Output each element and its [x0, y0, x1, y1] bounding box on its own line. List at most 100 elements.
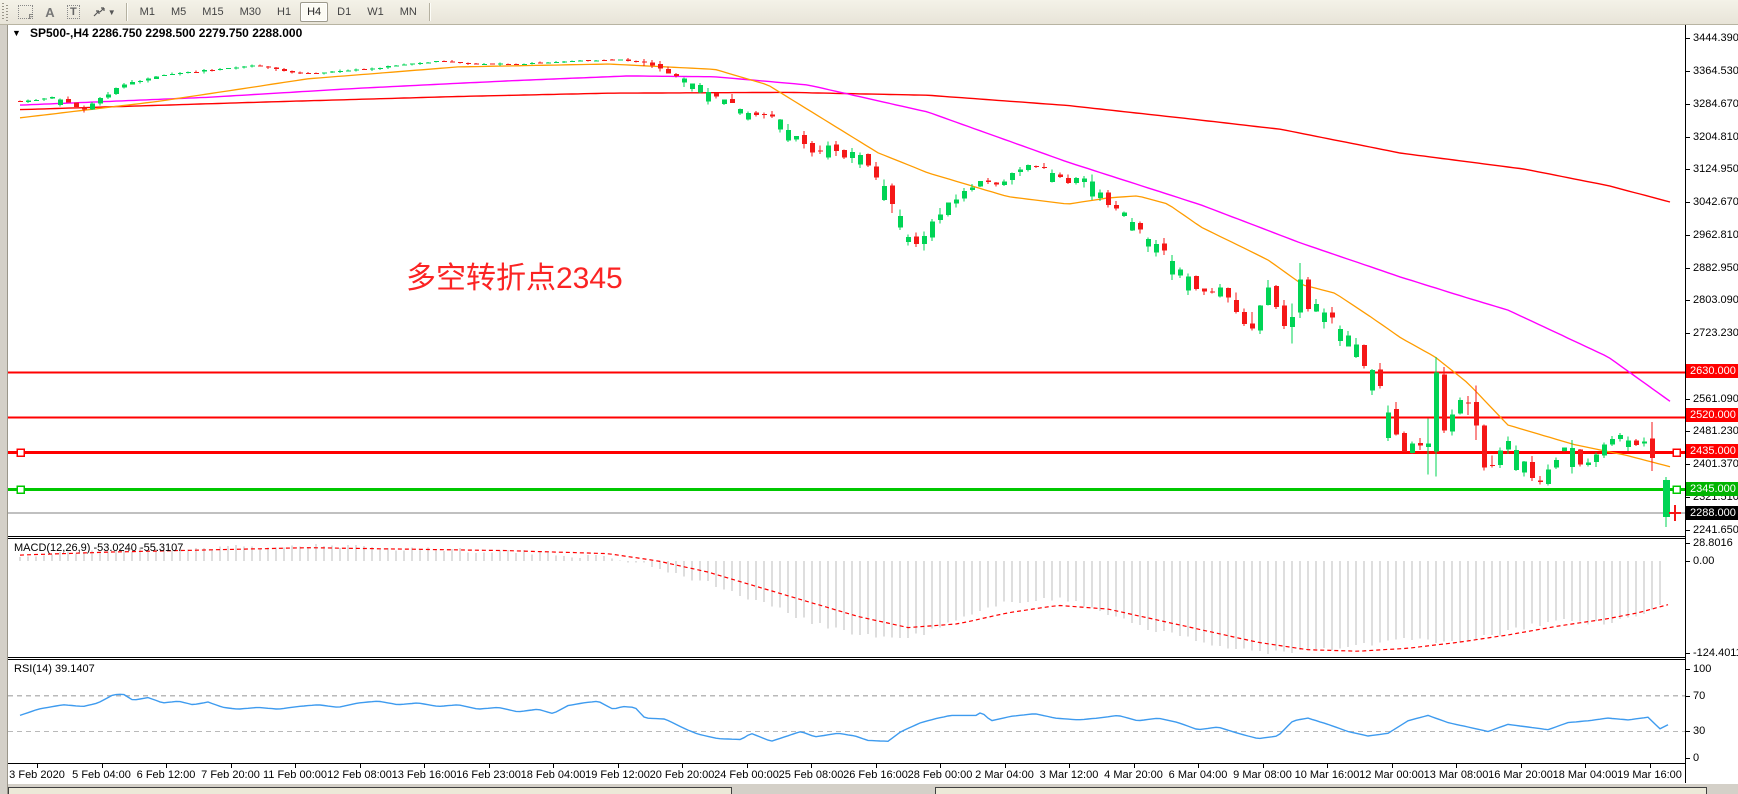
- time-axis-label: 2 Mar 04:00: [975, 769, 1034, 781]
- price-badge-2288000[interactable]: 2288.000: [1686, 506, 1738, 520]
- time-axis-tick: [488, 764, 490, 768]
- time-axis-tick: [230, 764, 232, 768]
- timeframe-button-m1[interactable]: M1: [139, 6, 155, 18]
- toolbar: F A T ▼ M1 M5 M15 M30 H1 H4 D1 W1 MN: [0, 0, 1738, 25]
- axis-tick: [1686, 235, 1690, 236]
- time-axis-label: 24 Feb 00:00: [714, 769, 779, 781]
- time-axis-tick: [1133, 764, 1135, 768]
- text-label-tool-button[interactable]: T: [62, 2, 85, 22]
- price-badge-2345000[interactable]: 2345.000: [1686, 482, 1738, 496]
- toolbar-grip[interactable]: [2, 3, 9, 21]
- rsi-axis-label: 30: [1693, 725, 1706, 737]
- time-axis-tick: [1004, 764, 1006, 768]
- tiled-windows-strip: [0, 784, 1738, 794]
- timeframe-button-w1[interactable]: W1: [367, 6, 384, 18]
- time-axis-label: 25 Feb 08:00: [778, 769, 844, 781]
- timeframe-button-m30[interactable]: M30: [239, 6, 262, 18]
- timeframe-button-m5[interactable]: M5: [170, 6, 187, 18]
- axis-tick: [1686, 202, 1690, 203]
- axis-tick: [1686, 268, 1690, 269]
- toolbar-separator: [125, 3, 128, 21]
- macd-axis-label: -124.4011: [1693, 647, 1738, 659]
- time-axis-label: 4 Mar 20:00: [1104, 769, 1163, 781]
- price-badge-2630000[interactable]: 2630.000: [1686, 364, 1738, 378]
- price-axis-label: 2803.090: [1693, 294, 1738, 306]
- axis-tick: [1686, 464, 1690, 465]
- timeframe-button-h4[interactable]: H4: [300, 2, 329, 22]
- letter-t-icon: T: [67, 5, 80, 19]
- time-axis-tick: [1198, 764, 1199, 768]
- main-macd-divider[interactable]: [8, 536, 1738, 537]
- tiled-chart-window-top[interactable]: [8, 787, 732, 794]
- time-axis-label: 18 Mar 04:00: [1552, 769, 1618, 781]
- price-badge-2435000[interactable]: 2435.000: [1686, 444, 1738, 458]
- time-axis-label: 10 Mar 16:00: [1294, 769, 1360, 781]
- rsi-label: RSI(14) 39.1407: [14, 663, 95, 675]
- grid-f-icon[interactable]: F: [13, 2, 38, 22]
- time-axis-tick: [424, 764, 425, 768]
- timeframe-button-h1[interactable]: H1: [277, 6, 292, 18]
- macd-axis-label: 28.8016: [1693, 537, 1733, 549]
- axis-tick: [1686, 169, 1690, 170]
- main-macd-divider2: [8, 538, 1738, 539]
- arrows-icon: [93, 7, 105, 17]
- time-axis-tick: [101, 764, 103, 768]
- axis-tick: [1686, 731, 1690, 732]
- time-axis-label: 3 Feb 2020: [9, 769, 65, 781]
- main-chart-plot[interactable]: ▼ SP500-,H4 2286.750 2298.500 2279.750 2…: [8, 25, 1685, 536]
- time-axis-tick: [1262, 764, 1264, 768]
- time-scale[interactable]: 3 Feb 2020 5 Feb 04:00 6 Feb 12:00 7 Feb 20…: [8, 764, 1685, 783]
- axis-tick: [1686, 38, 1690, 39]
- price-axis-label: 3364.530: [1693, 65, 1738, 77]
- time-axis-label: 6 Mar 04:00: [1168, 769, 1228, 781]
- rsi-timeaxis-divider: [8, 763, 1738, 764]
- axis-tick: [1686, 758, 1690, 759]
- macd-rsi-divider2: [8, 659, 1738, 660]
- time-axis-tick: [682, 764, 683, 768]
- axis-tick: [1686, 530, 1690, 531]
- axis-tick: [1686, 137, 1690, 138]
- time-axis-tick: [1391, 764, 1393, 768]
- time-axis-tick: [617, 764, 619, 768]
- rsi-indicator-plot[interactable]: RSI(14) 39.1407: [8, 660, 1685, 763]
- time-axis-label: 11 Feb 00:00: [262, 769, 328, 781]
- time-axis-tick: [1520, 764, 1522, 768]
- symbol-dropdown-icon[interactable]: ▼: [12, 28, 21, 38]
- axis-tick: [1686, 669, 1690, 670]
- axis-tick: [1686, 104, 1690, 105]
- price-axis-label: 3042.670: [1693, 196, 1738, 208]
- macd-indicator-plot[interactable]: MACD(12,26,9) -53.0240 -55.3107: [8, 539, 1685, 657]
- timeframe-button-m15[interactable]: M15: [202, 6, 224, 18]
- time-axis-tick: [1585, 764, 1586, 768]
- price-scale[interactable]: 3444.390 3364.530 3284.670 3204.810 3124.950…: [1686, 25, 1738, 783]
- axis-tick: [1686, 431, 1690, 432]
- price-axis-label: 3444.390: [1693, 32, 1738, 44]
- price-axis-label: 2561.090: [1693, 393, 1738, 405]
- time-axis-label: 19 Feb 12:00: [585, 769, 650, 781]
- text-a-tool-button[interactable]: A: [40, 2, 60, 22]
- rsi-axis-label: 70: [1693, 690, 1706, 702]
- time-axis-tick: [811, 764, 812, 768]
- time-axis-label: 19 Mar 16:00: [1617, 769, 1682, 781]
- price-axis-label: 2241.650: [1693, 524, 1738, 536]
- macd-rsi-divider[interactable]: [8, 657, 1738, 658]
- time-axis-label: 16 Feb 23:00: [456, 769, 521, 781]
- time-axis-tick: [166, 764, 167, 768]
- time-axis-tick: [875, 764, 877, 768]
- time-axis-label: 16 Mar 20:00: [1488, 769, 1553, 781]
- tiled-chart-window-top[interactable]: [935, 787, 1707, 794]
- axis-tick: [1686, 696, 1690, 697]
- axis-tick: [1686, 653, 1690, 654]
- timeframe-button-d1[interactable]: D1: [337, 6, 352, 18]
- price-badge-2520000[interactable]: 2520.000: [1686, 408, 1738, 422]
- timeframe-button-mn[interactable]: MN: [399, 6, 417, 18]
- price-axis-label: 2962.810: [1693, 229, 1738, 241]
- toolbar-separator: [428, 3, 431, 21]
- chart-annotation-text[interactable]: 多空转折点2345: [406, 262, 623, 295]
- arrows-tool-button[interactable]: ▼: [87, 2, 121, 22]
- time-axis-tick: [553, 764, 554, 768]
- time-axis-tick: [1069, 764, 1070, 768]
- time-axis-label: 20 Feb 20:00: [649, 769, 715, 781]
- price-axis-label: 3124.950: [1693, 163, 1738, 175]
- letter-a-icon: A: [45, 4, 55, 20]
